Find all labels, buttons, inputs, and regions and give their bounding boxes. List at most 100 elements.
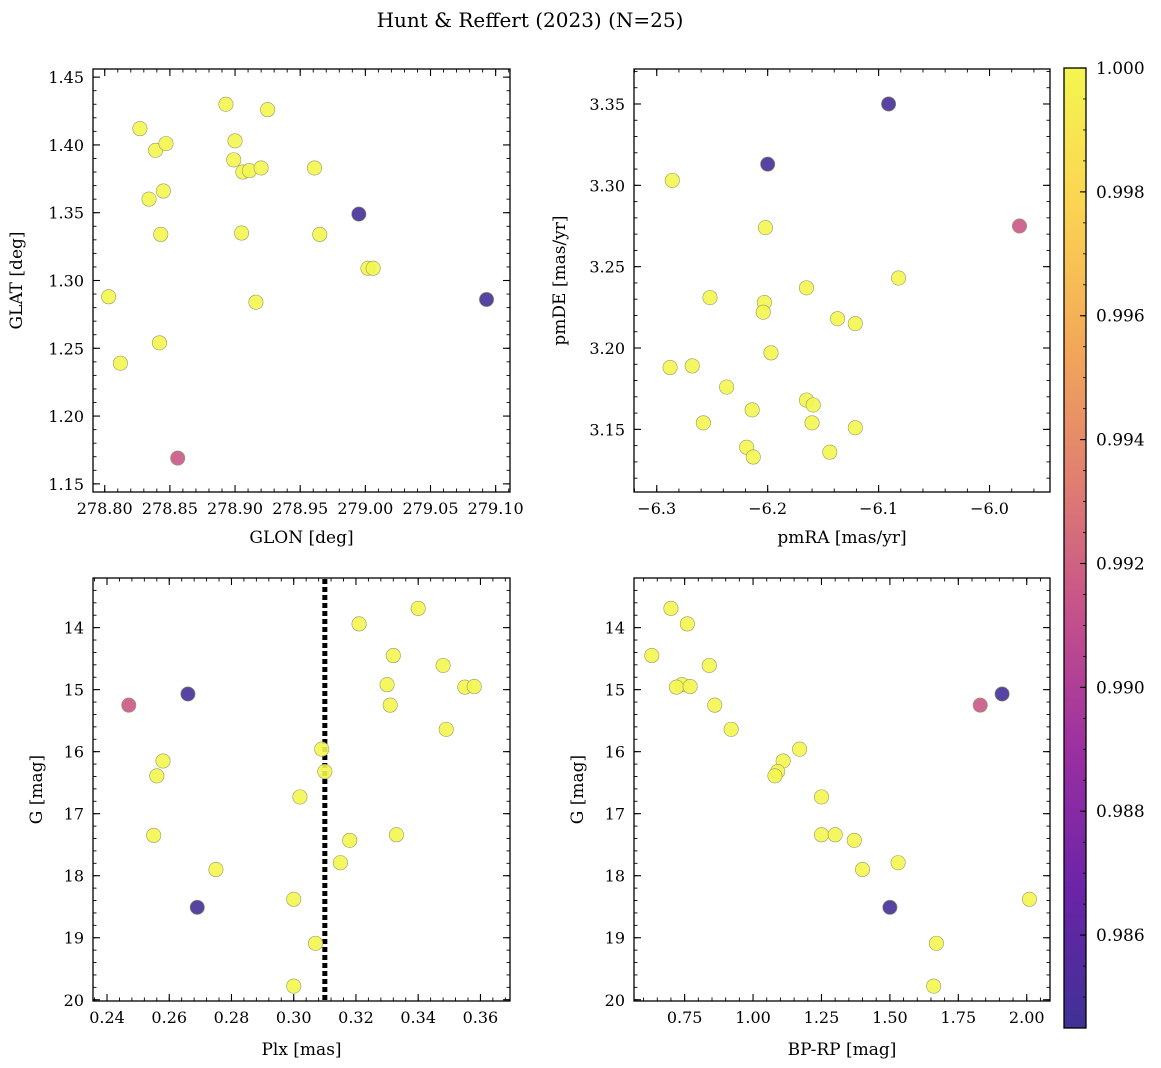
data-point xyxy=(792,741,808,757)
x-tick-label: 279.00 xyxy=(337,499,393,518)
data-point xyxy=(342,832,358,848)
x-axis-label: BP-RP [mag] xyxy=(788,1040,897,1060)
y-tick-label: 3.15 xyxy=(589,420,625,439)
data-point xyxy=(799,280,815,296)
data-point xyxy=(382,697,398,713)
pmra-pmde-panel: −6.3 −6.2 −6.1 −6.0 3.15 3.20 3.25 3.30 3.35 pmRA… xyxy=(550,68,1051,548)
data-point xyxy=(155,183,171,199)
data-point xyxy=(846,832,862,848)
x-tick-label: −6.2 xyxy=(748,499,787,518)
data-point xyxy=(149,768,165,784)
data-point xyxy=(189,899,205,915)
data-point xyxy=(141,191,157,207)
y-axis-label: G [mag] xyxy=(27,755,47,824)
data-point xyxy=(218,96,234,112)
data-point xyxy=(679,616,695,632)
data-point xyxy=(286,891,302,907)
data-point xyxy=(365,260,381,276)
y-tick-label: 18 xyxy=(605,867,625,886)
y-tick-label: 19 xyxy=(64,929,84,948)
data-point xyxy=(684,358,700,374)
data-point xyxy=(767,768,783,784)
data-point xyxy=(308,935,324,951)
x-tick-label: 0.34 xyxy=(400,1008,436,1027)
y-tick-label: 19 xyxy=(605,929,625,948)
colorbar-tick-label: 0.996 xyxy=(1096,307,1145,327)
data-point xyxy=(891,270,907,286)
data-point xyxy=(755,304,771,320)
data-point xyxy=(847,420,863,436)
data-point xyxy=(101,289,117,305)
x-tick-label: 0.36 xyxy=(463,1008,499,1027)
y-tick-label: 15 xyxy=(605,681,625,700)
glon-glat-axes-frame xyxy=(92,68,511,493)
data-point xyxy=(248,294,264,310)
data-point xyxy=(253,160,269,176)
data-point xyxy=(234,225,250,241)
data-point xyxy=(351,206,367,222)
x-tick-label: 0.75 xyxy=(667,1008,703,1027)
data-point xyxy=(663,600,679,616)
data-point xyxy=(292,789,308,805)
plx-g-panel: 0.24 0.26 0.28 0.30 0.32 0.34 0.36 14 15 16 17 18 19… xyxy=(27,577,511,1060)
y-tick-label: 1.45 xyxy=(48,68,84,87)
x-tick-label: 2.00 xyxy=(1009,1008,1045,1027)
x-tick-label: −6.3 xyxy=(637,499,676,518)
y-tick-label: 20 xyxy=(64,991,84,1010)
data-point xyxy=(744,402,760,418)
data-point xyxy=(466,679,482,695)
data-point xyxy=(1011,218,1027,234)
data-point xyxy=(132,121,148,137)
y-tick-label: 18 xyxy=(64,867,84,886)
y-tick-label: 1.15 xyxy=(48,475,84,494)
colorbar-tick-label: 1.000 xyxy=(1096,59,1145,79)
data-point xyxy=(723,721,739,737)
data-point xyxy=(805,397,821,413)
colorbar-tick-label: 0.986 xyxy=(1096,926,1145,946)
data-point xyxy=(813,789,829,805)
data-point xyxy=(158,136,174,152)
y-tick-label: 1.30 xyxy=(48,272,84,291)
data-point xyxy=(317,764,333,780)
colorbar-tick-label: 0.994 xyxy=(1096,431,1145,451)
y-tick-label: 14 xyxy=(64,619,84,638)
y-tick-label: 16 xyxy=(605,743,625,762)
data-point xyxy=(170,450,186,466)
data-point xyxy=(926,978,942,994)
x-tick-label: 0.24 xyxy=(89,1008,125,1027)
data-point xyxy=(379,677,395,693)
data-point xyxy=(813,827,829,843)
x-axis-label: pmRA [mas/yr] xyxy=(777,528,906,548)
data-point xyxy=(388,827,404,843)
data-point xyxy=(847,316,863,332)
x-tick-label: −6.0 xyxy=(970,499,1009,518)
colorbar-gradient xyxy=(1063,67,1087,1029)
x-tick-label: 1.00 xyxy=(735,1008,771,1027)
x-tick-label: 278.80 xyxy=(77,499,133,518)
data-point xyxy=(702,290,718,306)
data-point xyxy=(332,855,348,871)
x-tick-label: −6.1 xyxy=(859,499,898,518)
data-point xyxy=(928,935,944,951)
y-tick-label: 15 xyxy=(64,681,84,700)
colorbar: 0.986 0.988 0.990 0.992 0.994 0.996 0.998 1.000 xyxy=(1063,59,1145,1029)
data-point xyxy=(757,220,773,236)
data-point xyxy=(435,657,451,673)
data-point xyxy=(701,657,717,673)
plx-g-axes-frame xyxy=(92,577,511,1002)
data-point xyxy=(151,335,167,351)
data-point xyxy=(804,415,820,431)
bprp-g-axes-frame xyxy=(633,577,1051,1002)
data-point xyxy=(286,978,302,994)
data-point xyxy=(827,827,843,843)
data-point xyxy=(148,142,164,158)
y-tick-label: 20 xyxy=(605,991,625,1010)
x-tick-label: 0.28 xyxy=(214,1008,250,1027)
data-point xyxy=(662,360,678,376)
pmra-pmde-axes-frame xyxy=(633,68,1051,493)
x-tick-label: 279.05 xyxy=(403,499,459,518)
y-axis-label: GLAT [deg] xyxy=(7,231,27,329)
x-tick-label: 278.90 xyxy=(207,499,263,518)
data-point xyxy=(208,862,224,878)
